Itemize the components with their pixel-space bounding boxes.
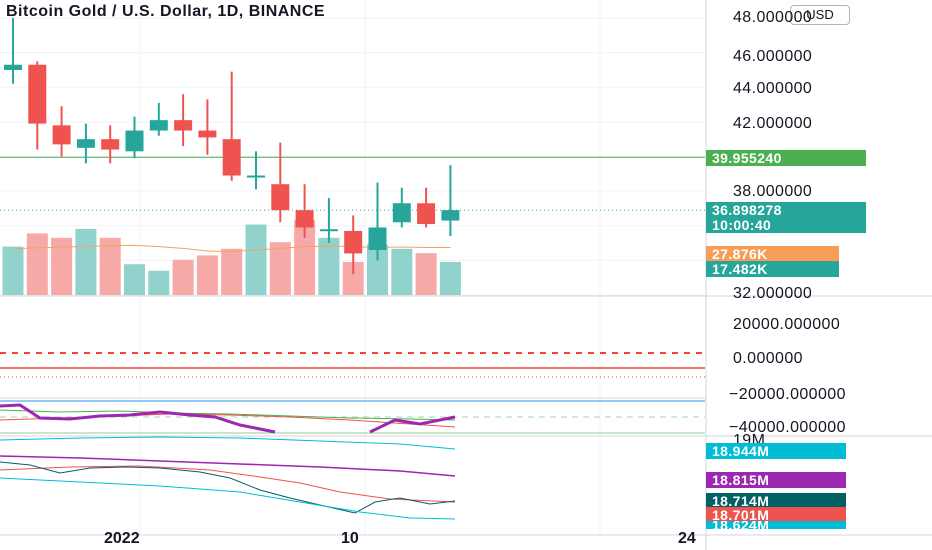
candle-body <box>76 139 95 148</box>
candle-body <box>441 210 460 221</box>
candle-body <box>344 230 363 254</box>
volume-bar <box>439 262 461 295</box>
volume-bar <box>269 242 291 295</box>
volume-ma-badge: 27.876K <box>706 246 839 262</box>
volume-bar <box>342 262 364 295</box>
indicator-line <box>0 403 276 434</box>
candle-body <box>295 210 314 228</box>
indicator-badge: 18.815M <box>706 472 846 488</box>
candle-body <box>247 175 265 178</box>
countdown-badge: 10:00:40 <box>706 217 866 233</box>
price-axis-label: 48.000000 <box>733 9 813 26</box>
volume-bar <box>2 246 24 295</box>
volume-bar <box>51 237 73 295</box>
candle-body <box>271 184 290 211</box>
indicator-pane-2 <box>0 400 705 434</box>
indicator-line <box>0 461 456 514</box>
candle-body <box>417 203 436 225</box>
candle-body <box>198 130 217 138</box>
indicator-line <box>0 409 456 421</box>
volume-bar <box>221 248 243 295</box>
price-axis-label: 32.000000 <box>733 285 813 302</box>
currency-button[interactable]: USD <box>790 5 850 25</box>
volume-bar <box>148 270 170 295</box>
hline-price-badge: 39.955240 <box>706 150 866 166</box>
time-axis-label: 2022 <box>104 530 140 547</box>
volume-bar <box>318 237 340 295</box>
volume-bar <box>26 233 48 295</box>
candle-body <box>392 203 411 223</box>
candle-body <box>4 64 22 70</box>
candle-body <box>368 227 387 250</box>
osc-axis-label: −40000.000000 <box>729 419 846 436</box>
symbol-title[interactable]: Bitcoin Gold / U.S. Dollar, 1D, BINANCE <box>6 3 326 20</box>
indicator-line <box>0 465 456 503</box>
candle-body <box>319 229 338 232</box>
candle-body <box>174 120 193 131</box>
price-axis-label: 46.000000 <box>733 48 813 65</box>
osc-axis-label: 0.000000 <box>733 350 803 367</box>
volume-bar <box>99 237 121 295</box>
indicator-badge: 18.944M <box>706 443 846 459</box>
osc-axis-label: −20000.000000 <box>729 386 846 403</box>
indicator-badge: 18.624M <box>706 521 846 529</box>
candle-body <box>222 139 241 176</box>
volume-bar <box>75 229 97 295</box>
indicator-badge: 18.701M <box>706 507 846 523</box>
oscillator-pane <box>0 352 705 378</box>
volume-bar <box>172 259 194 295</box>
volume-bar <box>196 255 218 295</box>
price-axis-label: 38.000000 <box>733 183 813 200</box>
volume-bar <box>415 253 437 295</box>
volume-badge: 17.482K <box>706 261 839 277</box>
candle-body <box>52 125 71 145</box>
indicator-line <box>0 477 456 520</box>
volume-bar <box>124 264 145 295</box>
indicator-line <box>369 415 456 434</box>
candle-body <box>125 130 144 152</box>
candle-body <box>149 120 168 131</box>
volume-bar <box>391 248 413 295</box>
time-axis-label: 24 <box>678 530 696 547</box>
indicator-badge: 18.714M <box>706 493 846 509</box>
volume-bar <box>367 244 388 295</box>
price-axis-label: 42.000000 <box>733 115 813 132</box>
indicator-line <box>0 455 456 477</box>
candle-body <box>28 64 47 124</box>
volume-bar <box>245 224 267 295</box>
candle-body <box>101 139 120 150</box>
last-price-badge: 36.898278 <box>706 202 866 218</box>
volume-bars <box>2 220 461 295</box>
indicator-line <box>0 436 456 450</box>
time-axis-label: 10 <box>341 530 359 547</box>
osc-axis-label: 20000.000000 <box>733 316 841 333</box>
indicator-pane-3 <box>0 436 456 520</box>
price-axis-label: 44.000000 <box>733 80 813 97</box>
candles <box>4 18 460 275</box>
volume-bar <box>294 220 316 295</box>
